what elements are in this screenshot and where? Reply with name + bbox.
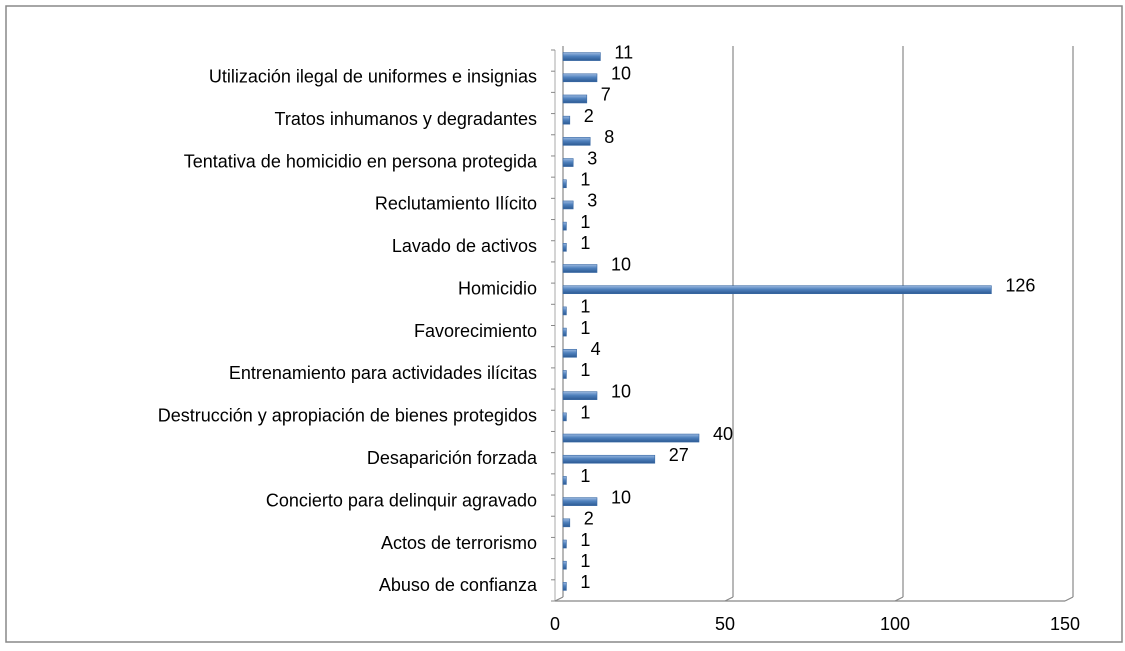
value-label: 1	[580, 403, 590, 423]
x-tick-label: 150	[1050, 614, 1080, 634]
bar	[562, 454, 656, 464]
bar	[562, 412, 567, 422]
value-label: 1	[580, 466, 590, 486]
value-label: 10	[611, 64, 631, 84]
bar	[562, 306, 567, 316]
y-tick-label: Reclutamiento Ilícito	[375, 194, 537, 214]
value-label: 7	[601, 85, 611, 105]
tick-mark	[894, 596, 904, 602]
y-tick-label: Favorecimiento	[414, 321, 537, 341]
bar	[562, 200, 574, 210]
y-tick-label: Tratos inhumanos y degradantes	[275, 109, 538, 129]
bar	[562, 539, 567, 549]
value-label: 10	[611, 254, 631, 274]
value-label: 3	[587, 191, 597, 211]
value-label: 3	[587, 148, 597, 168]
y-tick-label: Homicidio	[458, 278, 537, 298]
bar	[562, 497, 598, 506]
value-label: 27	[669, 445, 689, 465]
tick-mark	[1064, 596, 1074, 602]
y-tick-label: Utilización ilegal de uniformes e insign…	[209, 67, 537, 87]
bar	[562, 285, 992, 295]
bar	[562, 391, 598, 400]
bar	[562, 370, 567, 379]
value-label: 10	[611, 381, 631, 401]
value-label: 10	[611, 487, 631, 507]
value-label: 1	[580, 212, 590, 232]
bar	[562, 94, 588, 104]
value-label: 2	[584, 509, 594, 529]
value-label: 1	[580, 572, 590, 592]
value-label: 1	[580, 530, 590, 550]
chart-border	[5, 5, 1123, 643]
bar	[562, 348, 577, 358]
value-label: 1	[580, 318, 590, 338]
value-label: 8	[604, 127, 614, 147]
y-tick-label: Tentativa de homicidio en persona proteg…	[184, 151, 538, 171]
bar	[562, 476, 567, 485]
bar	[562, 137, 591, 146]
bar	[562, 327, 567, 337]
y-tick-label: Desaparición forzada	[367, 448, 538, 468]
x-tick-label: 50	[715, 614, 735, 634]
bar	[562, 179, 567, 189]
value-label: 1	[580, 297, 590, 317]
tick-mark	[724, 596, 734, 602]
bar	[562, 221, 567, 231]
bar	[562, 243, 567, 252]
bar	[562, 560, 567, 570]
value-label: 126	[1005, 275, 1035, 295]
bar	[562, 518, 571, 528]
bar	[562, 158, 574, 167]
y-tick-label: Lavado de activos	[392, 236, 537, 256]
value-label: 4	[591, 339, 601, 359]
bar	[562, 73, 598, 83]
value-label: 1	[580, 233, 590, 253]
y-tick-label: Entrenamiento para actividades ilícitas	[229, 363, 537, 383]
tick-mark	[554, 596, 564, 602]
value-label: 11	[614, 42, 633, 62]
y-tick-label: Destrucción y apropiación de bienes prot…	[158, 406, 537, 426]
bar	[562, 582, 567, 591]
x-tick-label: 0	[550, 614, 560, 634]
x-tick-label: 100	[880, 614, 910, 634]
value-label: 2	[584, 106, 594, 126]
y-tick-label: Actos de terrorismo	[381, 533, 537, 553]
bar	[562, 433, 700, 443]
y-tick-label: Concierto para delinquir agravado	[266, 490, 537, 510]
value-label: 40	[713, 424, 733, 444]
bar	[562, 52, 601, 61]
bar	[562, 264, 598, 273]
y-tick-label: Abuso de confianza	[379, 575, 538, 595]
value-label: 1	[580, 360, 590, 380]
value-label: 1	[580, 170, 590, 190]
value-label: 1	[580, 551, 590, 571]
bar	[562, 115, 571, 125]
